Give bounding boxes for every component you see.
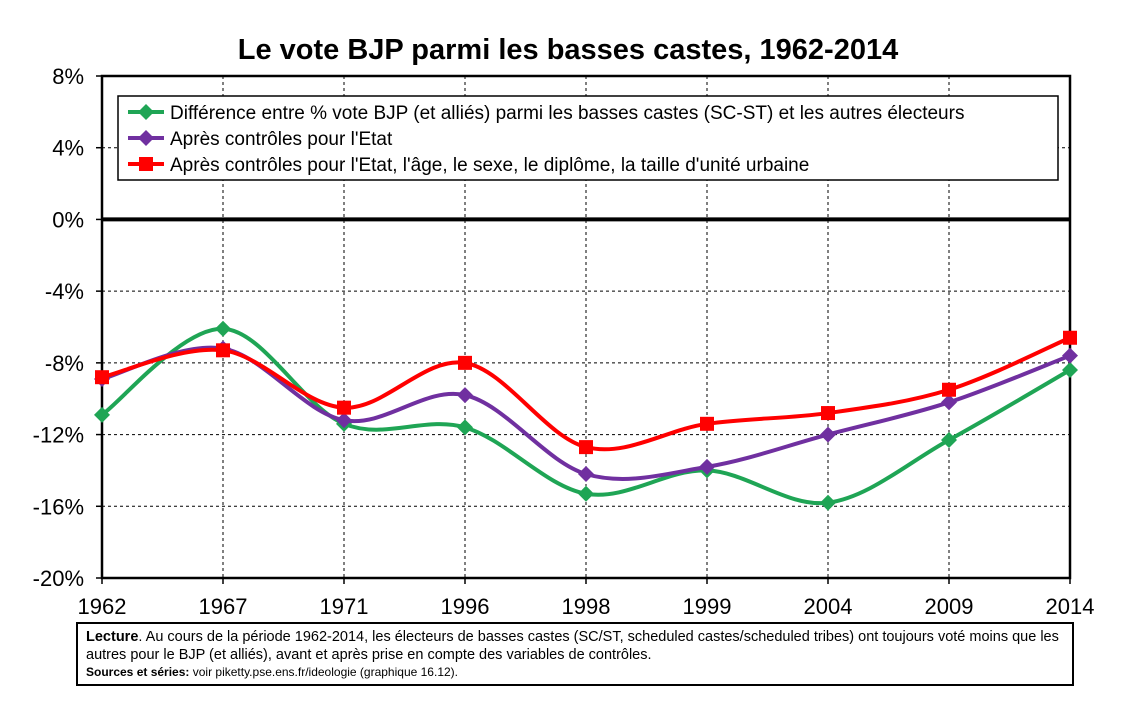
y-tick-label: 0% [52, 207, 84, 232]
legend-label: Différence entre % vote BJP (et alliés) … [170, 103, 964, 124]
data-point [94, 406, 110, 423]
y-tick-label: -12% [33, 423, 84, 448]
data-point [457, 419, 473, 436]
legend-box [117, 95, 1059, 181]
lecture-paragraph: Lecture. Au cours de la période 1962-201… [86, 628, 1064, 664]
x-tick-label: 1971 [320, 594, 369, 619]
x-tick-label: 2004 [804, 594, 853, 619]
x-tick-label: 1998 [562, 594, 611, 619]
legend-marker [139, 157, 153, 171]
data-point [942, 382, 956, 397]
data-point [458, 355, 472, 370]
data-point [941, 431, 957, 448]
axes: 8% 4% 0% -4% -8% -12% -16% -20% 1962 1967 1971 1996… [33, 64, 1095, 619]
data-point [216, 343, 230, 358]
data-point [700, 416, 714, 431]
data-point [336, 412, 352, 429]
sources-label: Sources et séries: [86, 665, 190, 679]
y-tick-label: -8% [45, 351, 84, 376]
data-point [578, 485, 594, 502]
y-tick-label: 4% [52, 136, 84, 161]
data-point [95, 370, 109, 385]
legend: Différence entre % vote BJP (et alliés) … [117, 95, 1059, 181]
data-point [820, 426, 836, 443]
data-point [821, 406, 835, 421]
data-point [579, 440, 593, 455]
y-tick-label: -4% [45, 279, 84, 304]
plot-border [100, 74, 1072, 580]
x-tick-label: 1999 [683, 594, 732, 619]
series-1 [94, 320, 1078, 511]
data-point [1062, 362, 1078, 379]
x-tick-label: 1962 [78, 594, 127, 619]
sources-line: Sources et séries: voir piketty.pse.ens.… [86, 664, 1064, 680]
y-tick-label: 8% [52, 64, 84, 89]
data-point [941, 394, 957, 411]
legend-marker [138, 104, 154, 120]
series-line [100, 326, 1072, 506]
series-lines [94, 320, 1078, 511]
y-tick-label: -16% [33, 494, 84, 519]
x-tick-label: 2009 [925, 594, 974, 619]
data-point [1063, 330, 1077, 345]
y-tick-label: -20% [33, 566, 84, 591]
legend-label: Après contrôles pour l'Etat [170, 129, 393, 150]
lecture-text: . Au cours de la période 1962-2014, les … [86, 629, 1059, 663]
legend-marker [138, 130, 154, 146]
reading-note: Lecture. Au cours de la période 1962-201… [76, 622, 1074, 686]
x-tick-label: 2014 [1046, 594, 1095, 619]
data-point [820, 494, 836, 511]
legend-label: Après contrôles pour l'Etat, l'âge, le s… [170, 155, 809, 176]
data-point [215, 320, 231, 337]
x-tick-label: 1967 [199, 594, 248, 619]
data-point [1062, 347, 1078, 364]
data-point [457, 387, 473, 404]
data-point [578, 466, 594, 483]
data-point [699, 458, 715, 475]
sources-text: voir piketty.pse.ens.fr/ideologie (graph… [189, 665, 458, 679]
data-point [337, 400, 351, 415]
chart-title: Le vote BJP parmi les basses castes, 196… [237, 34, 899, 66]
series-3 [95, 330, 1077, 455]
x-tick-label: 1996 [441, 594, 490, 619]
lecture-label: Lecture [86, 629, 139, 645]
